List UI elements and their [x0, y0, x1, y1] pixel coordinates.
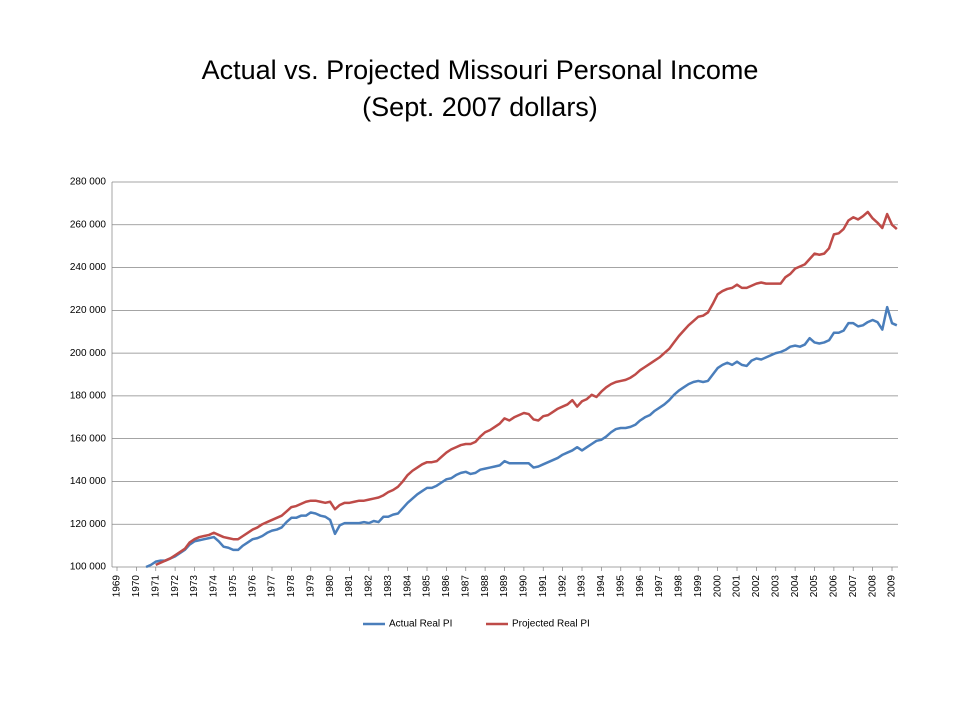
x-tick-label: 1987 — [460, 575, 471, 598]
x-tick-label: 2003 — [770, 575, 781, 598]
x-tick-label: 1993 — [577, 575, 588, 598]
series-line — [145, 305, 898, 569]
y-tick-label: 160 000 — [70, 433, 107, 444]
x-tick-label: 1988 — [480, 575, 491, 598]
legend-label: Actual Real PI — [389, 619, 452, 630]
x-tick-label: 2006 — [829, 575, 840, 598]
x-tick-label: 1976 — [247, 575, 258, 598]
chart-subtitle: (Sept. 2007 dollars) — [362, 92, 598, 122]
x-tick-label: 1985 — [422, 575, 433, 598]
x-tick-label: 1974 — [209, 575, 220, 598]
y-tick-label: 220 000 — [70, 305, 107, 316]
y-tick-label: 260 000 — [70, 219, 107, 230]
x-tick-label: 1986 — [441, 575, 452, 598]
chart-title: Actual vs. Projected Missouri Personal I… — [202, 55, 759, 85]
x-tick-label: 1969 — [112, 575, 123, 598]
x-tick-label: 1995 — [615, 575, 626, 598]
legend-label: Projected Real PI — [512, 619, 590, 630]
x-tick-label: 1970 — [131, 575, 142, 598]
x-tick-label: 1975 — [228, 575, 239, 598]
x-tick-label: 2004 — [790, 575, 801, 598]
x-tick-label: 2009 — [887, 575, 898, 598]
x-tick-label: 1977 — [267, 575, 278, 598]
x-tick-label: 1994 — [596, 575, 607, 598]
x-tick-label: 1980 — [325, 575, 336, 598]
x-tick-label: 1997 — [654, 575, 665, 598]
x-tick-label: 2002 — [751, 575, 762, 598]
x-tick-label: 2001 — [732, 575, 743, 598]
x-tick-label: 1972 — [170, 575, 181, 598]
y-tick-label: 180 000 — [70, 391, 107, 402]
x-tick-label: 1979 — [305, 575, 316, 598]
x-tick-label: 1992 — [557, 575, 568, 598]
x-tick-label: 1998 — [674, 575, 685, 598]
y-tick-label: 280 000 — [70, 177, 107, 188]
x-tick-label: 1978 — [286, 575, 297, 598]
x-tick-label: 1971 — [150, 575, 161, 598]
x-tick-label: 2005 — [809, 575, 820, 598]
x-tick-label: 1991 — [538, 575, 549, 598]
x-tick-label: 1996 — [635, 575, 646, 598]
x-tick-label: 1990 — [519, 575, 530, 598]
x-tick-label: 2000 — [712, 575, 723, 598]
y-tick-label: 100 000 — [70, 562, 107, 573]
x-tick-label: 1973 — [189, 575, 200, 598]
x-tick-label: 1999 — [693, 575, 704, 598]
x-tick-label: 2007 — [848, 575, 859, 598]
y-tick-label: 140 000 — [70, 476, 107, 487]
series-line — [155, 210, 898, 567]
x-tick-label: 2008 — [867, 575, 878, 598]
x-tick-label: 1983 — [383, 575, 394, 598]
y-tick-label: 120 000 — [70, 519, 107, 530]
x-tick-label: 1982 — [364, 575, 375, 598]
x-tick-label: 1981 — [344, 575, 355, 598]
y-tick-label: 200 000 — [70, 348, 107, 359]
x-tick-label: 1984 — [402, 575, 413, 598]
x-tick-label: 1989 — [499, 575, 510, 598]
y-tick-label: 240 000 — [70, 262, 107, 273]
